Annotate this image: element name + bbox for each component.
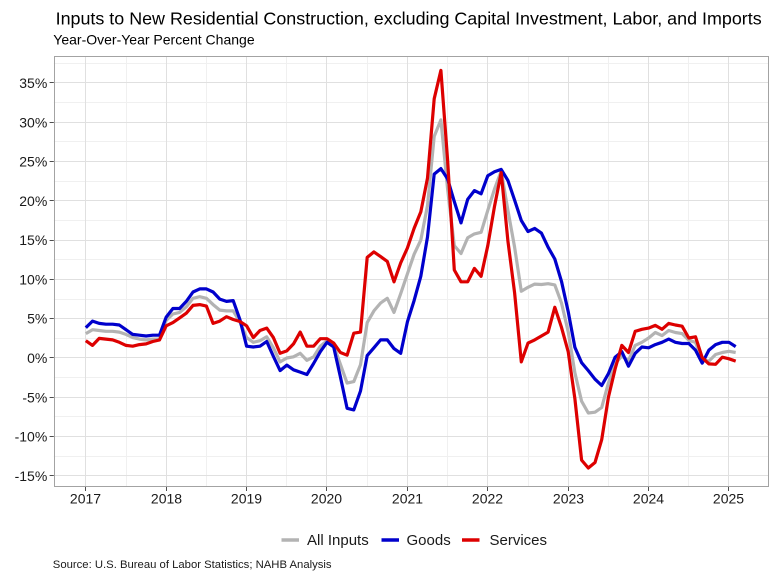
svg-text:Goods: Goods (407, 532, 451, 549)
svg-text:10%: 10% (19, 271, 47, 287)
svg-text:20%: 20% (19, 193, 47, 209)
svg-text:25%: 25% (19, 154, 47, 170)
svg-text:Source: U.S. Bureau of Labor S: Source: U.S. Bureau of Labor Statistics;… (53, 559, 332, 571)
svg-text:2017: 2017 (70, 490, 101, 506)
svg-text:Year-Over-Year Percent Change: Year-Over-Year Percent Change (53, 32, 255, 48)
svg-text:2018: 2018 (151, 490, 182, 506)
svg-text:Inputs to New Residential Cons: Inputs to New Residential Construction, … (56, 8, 762, 28)
svg-text:0%: 0% (27, 350, 47, 366)
svg-text:-15%: -15% (15, 468, 48, 484)
svg-text:15%: 15% (19, 232, 47, 248)
svg-text:2020: 2020 (311, 490, 342, 506)
svg-text:2023: 2023 (553, 490, 584, 506)
svg-text:2021: 2021 (392, 490, 423, 506)
svg-text:Services: Services (490, 532, 548, 549)
svg-text:All Inputs: All Inputs (307, 532, 369, 549)
svg-text:2024: 2024 (633, 490, 664, 506)
svg-text:30%: 30% (19, 114, 47, 130)
svg-text:2019: 2019 (231, 490, 262, 506)
svg-text:35%: 35% (19, 75, 47, 91)
svg-text:-10%: -10% (15, 429, 48, 445)
svg-text:-5%: -5% (22, 389, 47, 405)
svg-text:5%: 5% (27, 311, 47, 327)
svg-text:2022: 2022 (472, 490, 503, 506)
svg-text:2025: 2025 (713, 490, 744, 506)
